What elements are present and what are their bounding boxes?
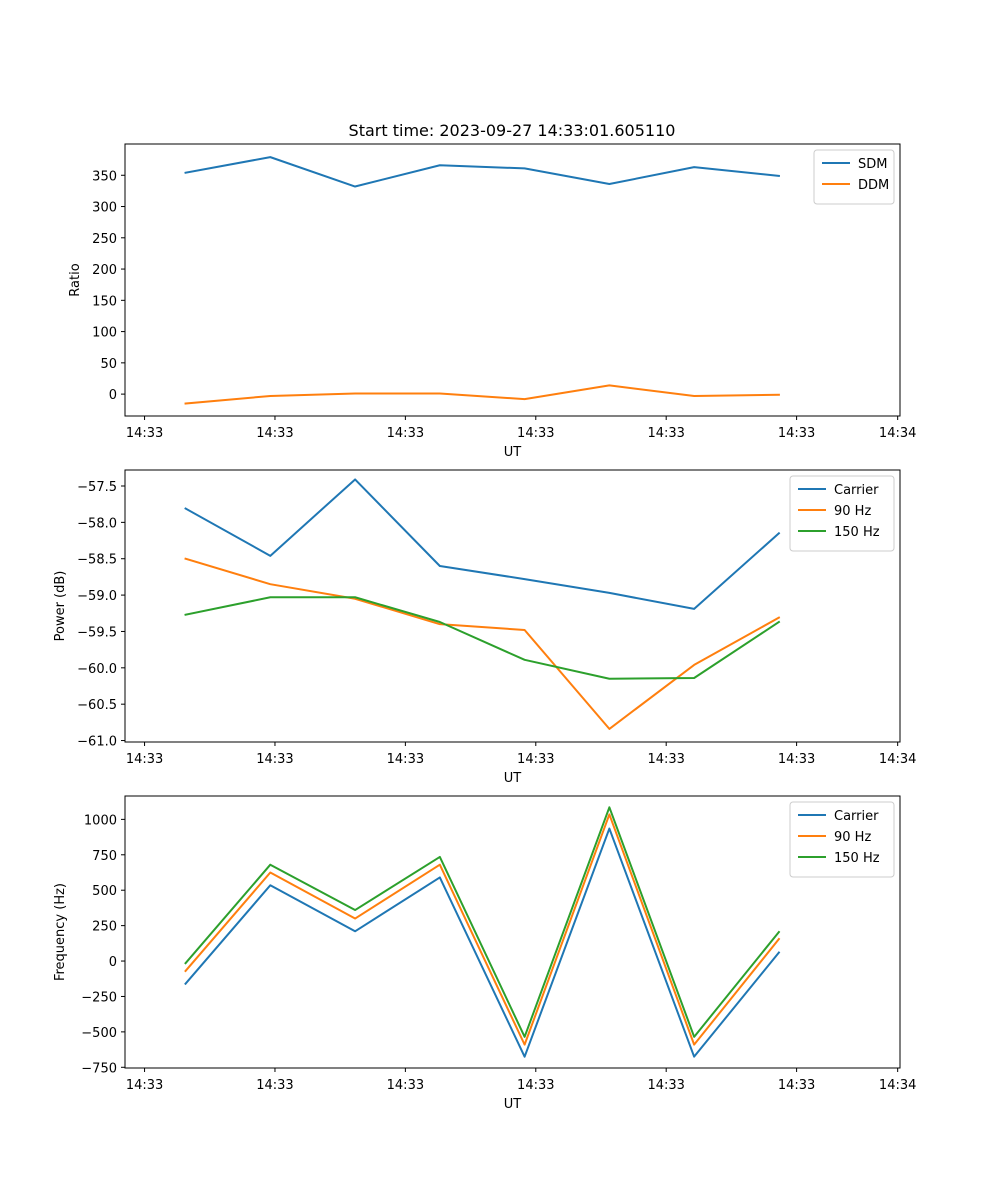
axes-frame <box>124 795 901 1069</box>
y-axis-label: Frequency (Hz) <box>53 883 68 981</box>
ratio-subplot: 14:33 14:33 14:33 14:33 14:33 14:33 14:34 0 50 10… <box>68 143 916 460</box>
x-tick-label: 14:33 <box>647 426 684 441</box>
frequency-subplot: 14:33 14:33 14:33 14:33 14:33 14:33 14:34 −750 −… <box>53 795 916 1112</box>
x-tick-label: 14:33 <box>778 1078 815 1093</box>
y-tick-label: 100 <box>92 326 117 341</box>
y-tick-label: −57.5 <box>77 480 117 495</box>
y-tick-label: 250 <box>92 232 117 247</box>
x-tick-label: 14:33 <box>647 752 684 767</box>
series-line-carrier <box>184 827 781 1058</box>
legend-entry: 150 Hz <box>834 851 880 866</box>
series-line-90-hz <box>184 557 781 730</box>
legend-entry: DDM <box>858 178 889 193</box>
legend-entry: Carrier <box>834 809 879 824</box>
legend-entry: SDM <box>858 157 887 172</box>
chart-title: Start time: 2023-09-27 14:33:01.605110 <box>349 121 676 140</box>
x-tick-label: 14:33 <box>778 752 815 767</box>
y-tick-label: 750 <box>92 849 117 864</box>
y-tick-label: −59.5 <box>77 625 117 640</box>
y-tick-label: 50 <box>100 357 117 372</box>
y-tick-label: −500 <box>81 1026 117 1041</box>
y-tick-label: −59.0 <box>77 589 117 604</box>
axes-frame <box>124 469 901 743</box>
series-line-sdm <box>184 156 780 188</box>
axes-frame <box>124 143 901 417</box>
x-tick-label: 14:33 <box>256 1078 293 1093</box>
y-tick-label: 1000 <box>84 813 117 828</box>
x-tick-label: 14:33 <box>126 752 163 767</box>
power-subplot: 14:33 14:33 14:33 14:33 14:33 14:33 14:34 −61.0… <box>53 469 916 786</box>
x-axis-label: UT <box>504 445 522 460</box>
legend-box <box>789 801 895 878</box>
series-line-ddm <box>184 384 780 405</box>
y-axis-label: Power (dB) <box>53 571 68 642</box>
x-tick-label: 14:33 <box>387 752 424 767</box>
y-tick-label: −60.5 <box>77 698 117 713</box>
y-tick-label: −58.0 <box>77 516 117 531</box>
y-tick-label: 0 <box>109 955 117 970</box>
x-tick-label: 14:34 <box>879 426 916 441</box>
y-tick-label: −61.0 <box>77 735 117 750</box>
y-tick-label: 500 <box>92 884 117 899</box>
y-tick-label: −60.0 <box>77 662 117 677</box>
x-tick-label: 14:34 <box>879 752 916 767</box>
y-tick-label: 350 <box>92 169 117 184</box>
legend-entry: Carrier <box>834 483 879 498</box>
y-tick-label: −250 <box>81 990 117 1005</box>
x-tick-label: 14:33 <box>387 1078 424 1093</box>
legend-entry: 90 Hz <box>834 504 871 519</box>
series-line-150-hz <box>184 806 781 1038</box>
x-tick-label: 14:33 <box>126 1078 163 1093</box>
x-tick-label: 14:33 <box>647 1078 684 1093</box>
y-tick-label: 200 <box>92 263 117 278</box>
x-axis-label: UT <box>504 1097 522 1112</box>
y-tick-label: 0 <box>109 388 117 403</box>
y-tick-label: 300 <box>92 201 117 216</box>
x-axis-label: UT <box>504 771 522 786</box>
y-axis-label: Ratio <box>68 263 83 296</box>
x-tick-label: 14:33 <box>256 752 293 767</box>
y-tick-label: 150 <box>92 294 117 309</box>
x-tick-label: 14:33 <box>256 426 293 441</box>
x-tick-label: 14:33 <box>517 1078 554 1093</box>
series-line-90-hz <box>184 813 781 1046</box>
x-tick-label: 14:33 <box>517 426 554 441</box>
legend-entry: 150 Hz <box>834 525 880 540</box>
x-tick-label: 14:33 <box>517 752 554 767</box>
y-tick-label: −58.5 <box>77 553 117 568</box>
series-line-carrier <box>184 478 781 610</box>
y-tick-label: −750 <box>81 1061 117 1076</box>
legend-entry: 90 Hz <box>834 830 871 845</box>
legend-box <box>789 475 895 552</box>
y-tick-label: 250 <box>92 920 117 935</box>
series-line-150-hz <box>184 596 781 680</box>
x-tick-label: 14:34 <box>879 1078 916 1093</box>
x-tick-label: 14:33 <box>126 426 163 441</box>
x-tick-label: 14:33 <box>778 426 815 441</box>
x-tick-label: 14:33 <box>387 426 424 441</box>
